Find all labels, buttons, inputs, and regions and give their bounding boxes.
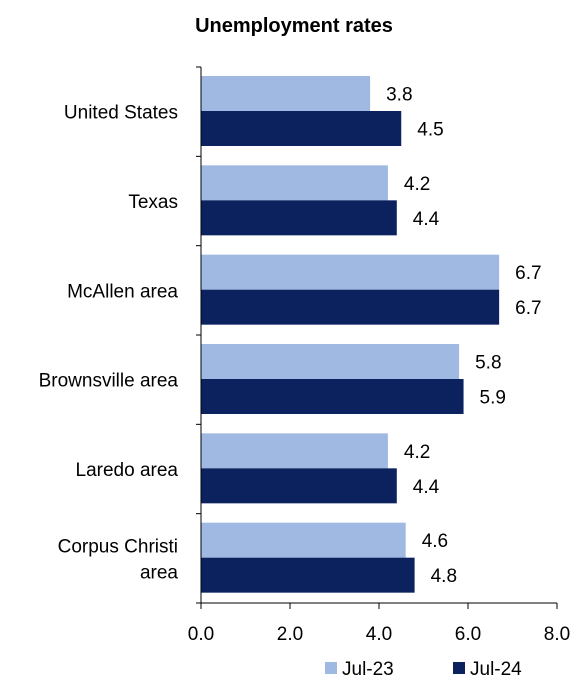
data-label: 5.8 — [475, 353, 501, 374]
bar-jul-23-3 — [201, 344, 460, 379]
bar-jul-23-1 — [201, 165, 388, 201]
data-label: 6.7 — [515, 263, 541, 284]
data-label: 4.5 — [417, 120, 443, 141]
legend-label: Jul-24 — [470, 659, 522, 679]
bar-jul-24-3 — [201, 379, 464, 414]
bar-jul-24-5 — [201, 557, 415, 593]
data-label: 4.4 — [413, 477, 440, 498]
category-label: Texas — [128, 192, 178, 213]
bar-jul-24-4 — [201, 468, 397, 504]
category-labels: United States Texas McAllen area Brownsvill… — [39, 103, 179, 584]
bar-jul-24-0 — [201, 111, 402, 146]
x-tick-label: 0.0 — [188, 624, 214, 645]
data-label: 4.4 — [413, 209, 440, 230]
bar-jul-23-5 — [201, 522, 406, 558]
bar-jul-24-1 — [201, 200, 397, 236]
legend-swatch-jul-24 — [453, 662, 465, 674]
bar-jul-23-4 — [201, 433, 388, 469]
legend-label: Jul-23 — [342, 659, 394, 679]
bar-jul-23-2 — [201, 254, 500, 290]
x-tick-label: 4.0 — [366, 624, 392, 645]
data-label: 6.7 — [515, 298, 541, 319]
data-label: 3.8 — [386, 85, 412, 106]
data-label: 4.2 — [404, 174, 430, 195]
category-label: McAllen area — [67, 281, 178, 302]
bar-jul-24-2 — [201, 289, 500, 325]
data-label: 4.6 — [422, 531, 448, 552]
category-label: Laredo area — [76, 460, 179, 481]
data-label: 4.2 — [404, 442, 430, 463]
x-tick-label: 6.0 — [455, 624, 481, 645]
x-axis: 0.0 2.0 4.0 6.0 8.0 — [188, 66, 570, 645]
category-label: Brownsville area — [39, 371, 179, 392]
legend: Jul-23 Jul-24 — [325, 659, 522, 679]
category-label: area — [140, 562, 178, 583]
category-label: United States — [64, 103, 178, 124]
bars-group: 3.84.5 4.2 4.4 6.7 6.7 5.8 5.9 4.2 4.4 4.6 4.8 — [201, 76, 542, 593]
category-label: Corpus Christi — [58, 536, 178, 557]
data-label: 5.9 — [480, 388, 506, 409]
chart-title: Unemployment rates — [195, 15, 393, 37]
bar-jul-23-0 — [201, 76, 371, 111]
data-label: 4.8 — [431, 566, 457, 587]
x-tick-label: 8.0 — [544, 624, 570, 645]
x-tick-label: 2.0 — [277, 624, 303, 645]
legend-swatch-jul-23 — [325, 662, 337, 674]
